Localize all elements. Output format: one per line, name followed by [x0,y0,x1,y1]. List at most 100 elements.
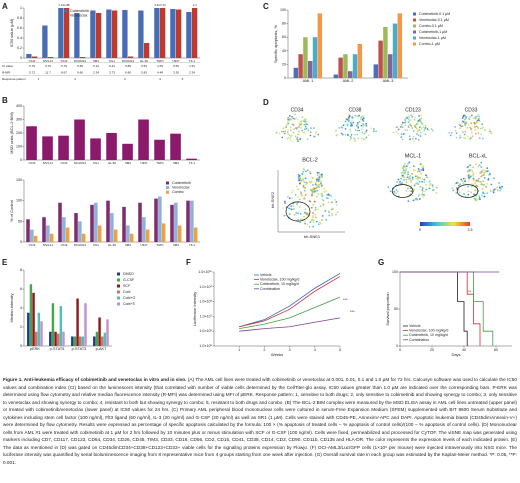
tsne-dot [350,134,353,136]
tsne-dot [418,115,420,117]
legend-label: Combination [260,287,280,291]
tsne-dot [406,129,409,131]
bar [58,8,64,58]
tsne-dot [407,115,410,117]
tsne-dot [425,188,428,191]
legend-label: Combo-0.1 µM [419,24,443,28]
tsne-dot [292,205,295,208]
legend-swatch [166,190,169,194]
tsne-dot [409,175,412,177]
tsne-dot [474,126,476,128]
tsne-dot [463,133,466,136]
tsne-dot [335,204,338,206]
tsne-dot [289,126,292,129]
legend-label: Venetoclax [172,186,190,190]
x-tick-label: 40 [462,348,466,352]
legend-swatch [413,42,416,46]
tsne-dot [481,170,484,173]
x-tick-label: AML 2 [343,79,354,83]
legend-label: Cobi+G [123,296,135,300]
legend-label: Combination [409,338,429,342]
bar [186,200,190,242]
tsne-dot [322,204,325,207]
tsne-dot [404,129,406,131]
bar [110,213,114,242]
tsne-dot [395,189,398,191]
bar [42,217,46,242]
tsne-dot [303,168,306,171]
bar [62,331,65,346]
tsne-dot [407,163,409,165]
gate-outline [285,201,311,222]
tsne-dot [468,169,471,171]
bar [308,61,313,78]
tsne-dot [418,139,420,142]
x-axis-label: Weeks [271,352,283,357]
tsne-dot [338,127,340,129]
tsne-dot [471,170,474,173]
tsne-dot [402,133,405,135]
bar [122,143,133,160]
tsne-dot [464,137,467,140]
tsne-dot [300,122,303,124]
tsne-dot [406,188,409,190]
tsne-dot [470,169,473,171]
x-tick-label: TF-1 [189,161,195,165]
x-tick-label: U937 [141,161,148,165]
tsne-dot [486,182,489,185]
bar [106,133,117,160]
tsne-dot [297,219,300,221]
tsne-dot [454,129,457,132]
tsne-dot [484,129,486,132]
tsne-dot [477,117,480,120]
y-tick-label: 60 [282,35,286,39]
tsne-dot [473,193,475,196]
tsne-dot [411,178,414,181]
tsne-dot [321,176,324,179]
bar [93,336,96,346]
tsne-dot [461,180,464,183]
tsne-dot [286,131,289,133]
legend-label: Cobimetinib-0.1 µM [419,12,450,16]
y-axis-label: Luciferase Intensity [192,292,197,326]
tsne-dot [477,165,480,168]
legend-swatch [166,186,169,190]
tsne-dot [285,124,288,126]
bar [383,27,388,78]
tsne-dot [471,137,473,139]
tsne-dot [469,126,471,128]
tsne-dot [459,127,461,130]
tsne-dot [313,127,315,129]
tsne-dot [290,191,293,194]
tsne-dot [464,123,466,125]
tsne-dot [467,179,470,182]
tsne-dot [400,133,403,135]
tsne-dot [304,186,307,189]
legend-label: Cobi [123,290,131,294]
tsne-dot [319,180,322,183]
bar [42,25,48,58]
bar [94,202,98,242]
tsne-dot [290,140,293,142]
gate-outline [456,184,479,198]
tsne-dot [421,189,424,191]
bar [122,206,126,242]
bar [32,292,35,346]
tsne-dot [466,166,469,169]
tsne-dot [455,136,458,139]
marker-label: CD33 [465,107,478,113]
tsne-dot [353,138,356,140]
legend-swatch [117,278,120,282]
tsne-dot [297,188,300,191]
table-row-label: Response pattern [2,77,26,81]
tsne-dot [321,198,324,201]
tsne-dot [482,169,485,172]
tsne-dot [297,139,300,142]
tsne-dot [479,128,482,130]
bar [103,332,107,346]
protein-label: BCL-xL [469,153,487,159]
tsne-dot [436,186,438,189]
tsne-dot [327,193,330,196]
tsne-dot [405,168,408,170]
y-axis-label: MSD units (BCL-2:BIM) [9,111,14,153]
